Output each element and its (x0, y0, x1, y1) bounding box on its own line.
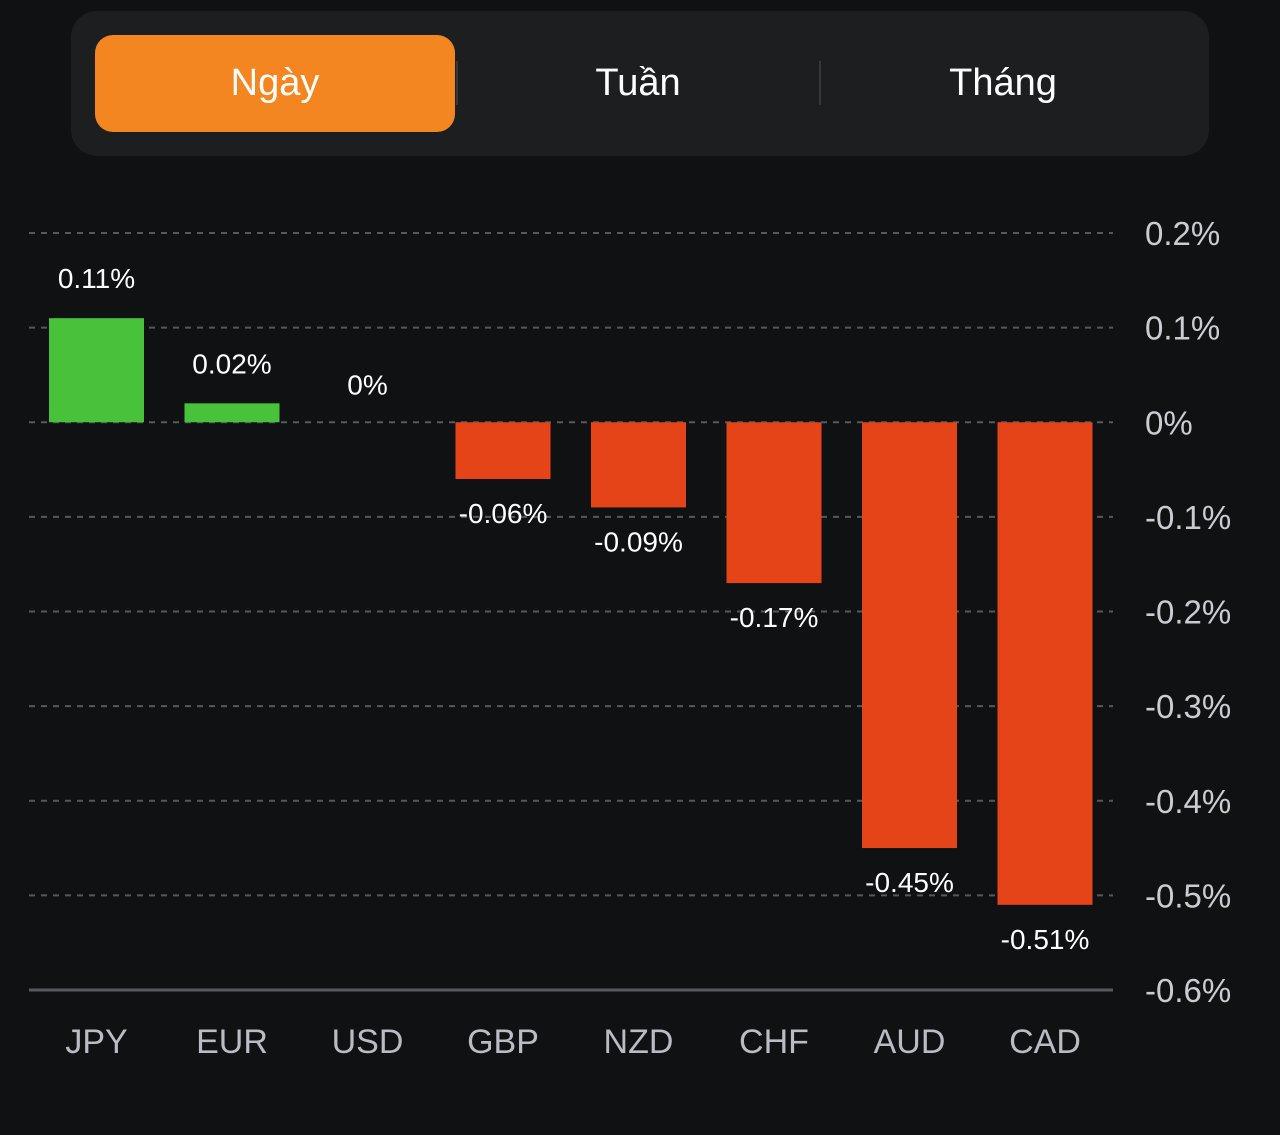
y-tick-label: -0.6% (1145, 972, 1231, 1009)
tab-week-label: Tuần (595, 62, 681, 104)
y-tick-label: 0% (1145, 404, 1193, 441)
category-label-chf: CHF (739, 1023, 809, 1061)
data-label-usd: 0% (347, 369, 387, 400)
y-axis-ticks: 0.2% 0.1% 0% -0.1% -0.2% -0.3% -0.4% -0.5% -0.6% (1145, 215, 1231, 1009)
tab-divider (819, 61, 821, 105)
tab-month-label: Tháng (949, 62, 1057, 104)
category-label-nzd: NZD (604, 1023, 674, 1061)
bar-eur (184, 403, 280, 423)
y-tick-label: -0.5% (1145, 877, 1231, 914)
data-label-cad: -0.51% (1001, 924, 1090, 955)
period-segmented-control: Ngày Tuần Tháng (71, 11, 1209, 156)
y-tick-label: -0.4% (1145, 783, 1231, 820)
bars (49, 318, 1093, 905)
data-labels: 0.11% 0.02% 0% -0.06% -0.09% -0.17% -0.45% -0.5… (58, 263, 1090, 955)
category-label-eur: EUR (196, 1023, 268, 1061)
category-label-usd: USD (332, 1023, 404, 1061)
bar-aud (862, 422, 957, 849)
category-label-cad: CAD (1009, 1023, 1081, 1061)
bar-gbp (455, 422, 551, 480)
tab-week[interactable]: Tuần (457, 35, 819, 132)
data-label-gbp: -0.06% (459, 498, 548, 529)
tab-day-label: Ngày (230, 62, 320, 104)
category-label-aud: AUD (874, 1023, 946, 1061)
y-tick-label: 0.1% (1145, 310, 1220, 347)
tab-divider (456, 61, 458, 105)
tab-day[interactable]: Ngày (95, 35, 455, 132)
bar-nzd (591, 422, 686, 508)
x-axis-categories: JPY EUR USD GBP NZD CHF AUD CAD (65, 1023, 1081, 1061)
y-tick-label: -0.1% (1145, 499, 1231, 536)
data-label-jpy: 0.11% (58, 263, 135, 294)
data-label-eur: 0.02% (192, 348, 271, 379)
bar-jpy (49, 318, 144, 423)
y-tick-label: 0.2% (1145, 215, 1220, 252)
data-label-aud: -0.45% (865, 867, 954, 898)
category-label-gbp: GBP (467, 1023, 539, 1061)
bar-chf (726, 422, 822, 584)
tab-month[interactable]: Tháng (821, 35, 1185, 132)
y-tick-label: -0.3% (1145, 688, 1231, 725)
y-tick-label: -0.2% (1145, 594, 1231, 631)
data-label-chf: -0.17% (730, 602, 819, 633)
data-label-nzd: -0.09% (594, 526, 683, 557)
category-label-jpy: JPY (65, 1023, 127, 1061)
bar-cad (997, 422, 1093, 905)
